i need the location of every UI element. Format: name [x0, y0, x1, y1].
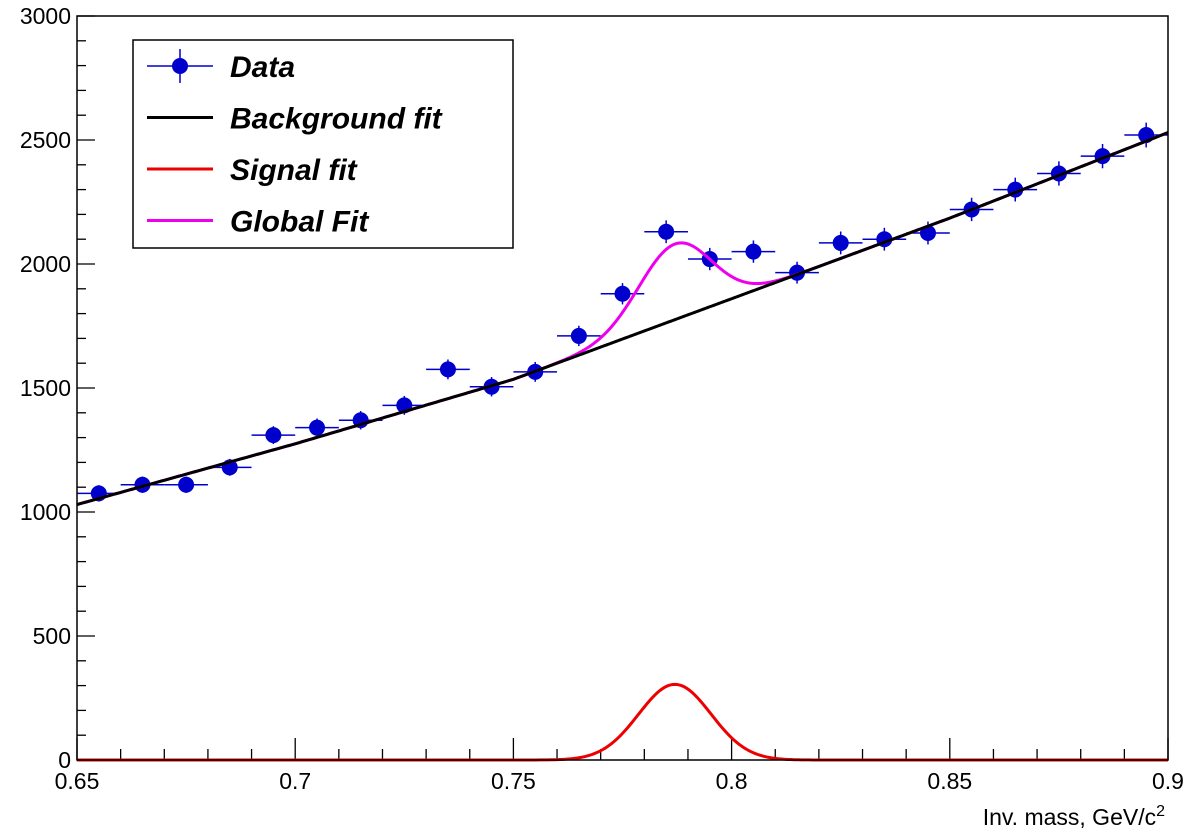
- y-tick-label: 2500: [20, 127, 71, 153]
- plot-frame: [76, 15, 1169, 761]
- x-axis: 0.65 0.7 0.75 0.8 0.85 0.9: [55, 738, 1184, 794]
- legend: Data Background fit Signal fit Global Fit: [132, 39, 514, 249]
- y-tick-label: 500: [33, 623, 71, 649]
- legend-label: Global Fit: [230, 206, 370, 239]
- legend-box: [132, 39, 514, 249]
- x-tick-label: 0.75: [491, 768, 536, 794]
- data-point: [439, 361, 456, 378]
- x-tick-label: 0.8: [716, 768, 748, 794]
- legend-label: Background fit: [230, 103, 444, 136]
- data-point: [614, 285, 631, 302]
- background-fit-line: [76, 131, 1169, 507]
- x-axis-title: Inv. mass, GeV/c2: [983, 803, 1165, 830]
- signal-fit-curve: [77, 682, 1168, 762]
- data-point: [265, 427, 282, 444]
- y-axis: 0 500 1000 1500 2000 2500 3000: [20, 3, 95, 773]
- data-point: [309, 419, 326, 436]
- x-axis-title-text: Inv. mass, GeV/c: [983, 804, 1156, 830]
- data-point: [745, 243, 762, 260]
- y-tick-label: 0: [58, 747, 71, 773]
- y-tick-label: 1000: [20, 499, 71, 525]
- data-point: [570, 327, 587, 344]
- y-tick-label: 3000: [20, 3, 71, 29]
- x-tick-label: 0.65: [55, 768, 100, 794]
- legend-label: Data: [230, 51, 295, 84]
- data-point: [832, 234, 849, 251]
- data-point: [658, 223, 675, 240]
- y-tick-label: 2000: [20, 251, 71, 277]
- legend-label: Signal fit: [230, 154, 359, 187]
- x-tick-label: 0.9: [1152, 768, 1184, 794]
- x-tick-label: 0.7: [279, 768, 311, 794]
- x-axis-title-superscript: 2: [1156, 803, 1165, 820]
- y-tick-label: 1500: [20, 375, 71, 401]
- x-tick-label: 0.85: [927, 768, 972, 794]
- legend-marker-dot: [172, 58, 188, 74]
- data-point: [178, 476, 195, 493]
